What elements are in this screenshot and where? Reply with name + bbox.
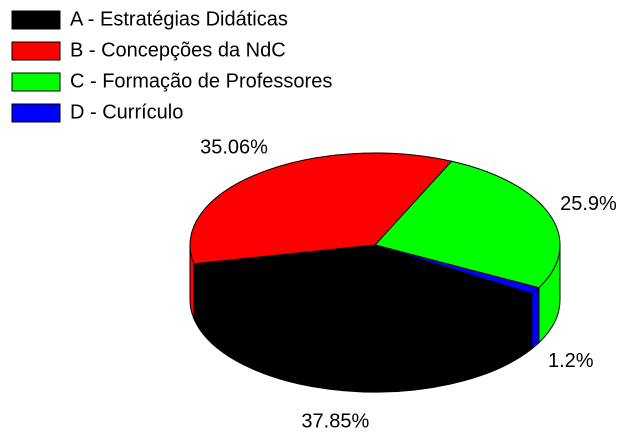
legend-swatch <box>11 41 61 61</box>
legend-label: A - Estratégias Didáticas <box>70 8 288 30</box>
data-label: 1.2% <box>548 350 594 372</box>
pie-slice <box>374 160 561 289</box>
legend-label: B - Concepções da NdC <box>70 39 286 61</box>
legend-swatch <box>11 10 61 30</box>
pie-slice <box>189 152 453 265</box>
data-label: 35.06% <box>200 136 268 158</box>
pie-slice <box>374 244 540 295</box>
legend-label: D - Currículo <box>70 101 183 123</box>
legend-swatch <box>11 72 61 92</box>
data-label: 37.85% <box>301 411 369 433</box>
data-label: 25.9% <box>560 193 617 215</box>
legend-label: C - Formação de Professores <box>70 70 332 92</box>
legend-swatch <box>11 103 61 123</box>
pie-side <box>531 286 540 350</box>
